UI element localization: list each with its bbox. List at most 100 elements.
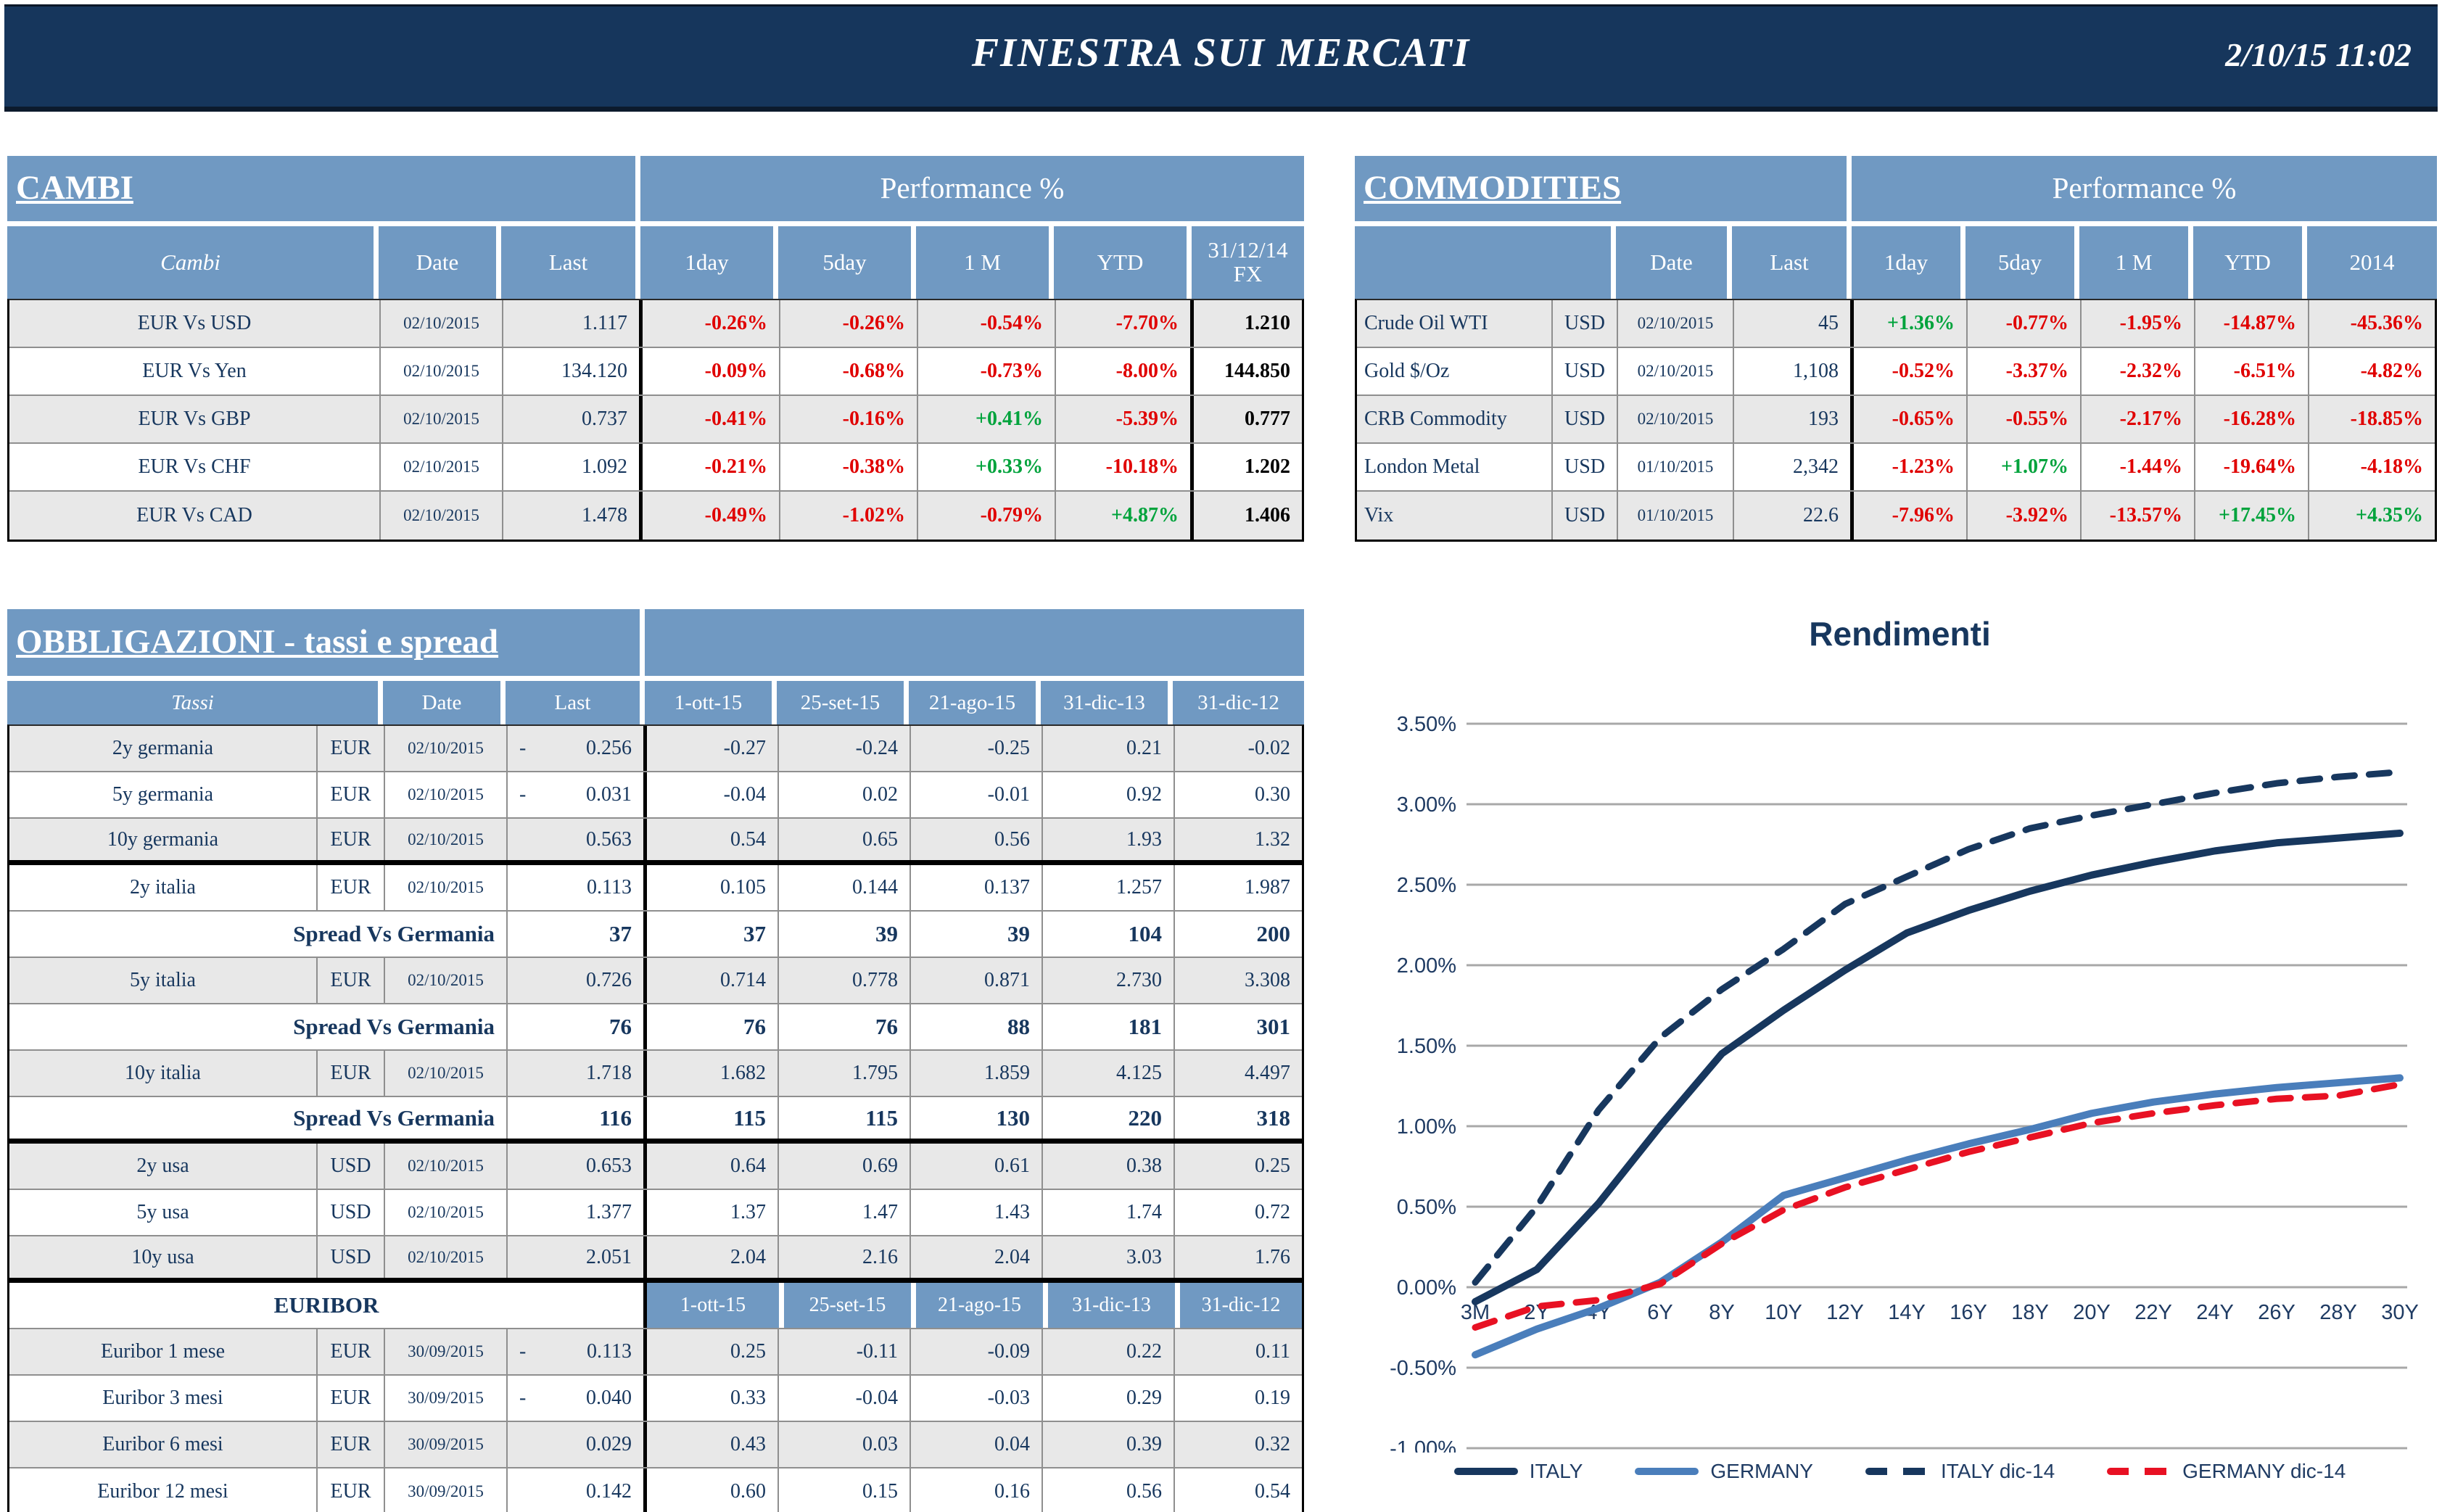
perf-value: -0.26% (643, 300, 780, 347)
row-name: Euribor 1 mese (9, 1329, 318, 1374)
hist-value: 0.04 (911, 1422, 1043, 1467)
col-header-25set15: 25-set-15 (777, 681, 909, 724)
last-value: 0.113 (587, 1340, 632, 1363)
series-italy (1472, 829, 2404, 1305)
row-last: 0.142 (508, 1468, 647, 1512)
legend-label: ITALY dic-14 (1940, 1460, 2055, 1482)
euribor-col-header: 31-dic-12 (1175, 1283, 1302, 1328)
y-axis-tick: 3.00% (1397, 793, 1456, 817)
row-date: 02/10/2015 (381, 492, 503, 540)
hist-value: 0.60 (647, 1468, 779, 1512)
spread-last: 37 (508, 912, 647, 957)
table-row: 2y germania EUR 02/10/2015- 0.256 -0.27 -0.24… (9, 726, 1302, 772)
last-value: 0.040 (586, 1387, 632, 1409)
commodities-performance-header: Performance % (1852, 156, 2437, 221)
row-date: 02/10/2015 (1618, 300, 1734, 347)
table-row: 5y usa USD 02/10/2015 1.377 1.37 1.47 1.43 1.74… (9, 1190, 1302, 1236)
hist-value: 0.778 (779, 958, 911, 1003)
hist-value: 1.47 (779, 1190, 911, 1235)
hist-value: -0.11 (779, 1329, 911, 1374)
hist-value: 0.25 (1255, 1154, 1290, 1177)
minus-sign: - (519, 1340, 527, 1363)
hist-value: -0.27 (647, 726, 779, 771)
legend-swatch (1865, 1468, 1929, 1475)
chart-title: Rendimenti (1809, 615, 1991, 653)
perf-value: -7.70% (1056, 300, 1194, 347)
legend-item-germany-dic-14: GERMANY dic-14 (2107, 1460, 2346, 1483)
table-row: 5y italia EUR 02/10/2015 0.726 0.714 0.778 0.8… (9, 958, 1302, 1004)
row-date: 02/10/2015 (385, 819, 508, 860)
fx-value: 144.850 (1224, 360, 1290, 382)
row-name: 2y usa (9, 1144, 318, 1189)
legend-swatch (2107, 1468, 2171, 1475)
row-name: Euribor 3 mesi (9, 1376, 318, 1421)
perf-value: -0.52% (1854, 348, 1968, 394)
row-currency: EUR (318, 726, 385, 771)
hist-value: 1.76 (1255, 1245, 1290, 1268)
table-row: Crude Oil WTI USD 02/10/2015 45 +1.36% -0.77%… (1357, 300, 2435, 348)
row-currency: EUR (318, 1376, 385, 1421)
row-last: - 0.256 (508, 726, 647, 771)
table-row: EUR Vs Yen 02/10/2015 134.120 -0.09% -0.68% -… (9, 348, 1302, 396)
table-row: 10y italia EUR 02/10/2015 1.718 1.682 1.795 1.… (9, 1051, 1302, 1097)
row-date: 02/10/2015 (385, 726, 508, 771)
hist-value: 0.02 (779, 772, 911, 817)
perf-value: -4.18% (2360, 455, 2423, 478)
row-name: 5y italia (9, 958, 318, 1003)
y-axis-tick: 1.50% (1397, 1035, 1456, 1058)
row-name: EUR Vs CAD (9, 492, 381, 540)
row-date: 02/10/2015 (385, 865, 508, 910)
hist-value: 0.56 (1043, 1468, 1175, 1512)
perf-value: -16.28% (2195, 396, 2309, 442)
perf-value: -0.73% (918, 348, 1056, 394)
row-last: 0.563 (508, 819, 647, 860)
perf-value: -45.36% (2350, 312, 2423, 334)
legend-item-germany: GERMANY (1635, 1460, 1813, 1483)
row-date: 02/10/2015 (381, 300, 503, 347)
table-row: 10y usa USD 02/10/2015 2.051 2.04 2.16 2.04 3.0… (9, 1236, 1302, 1283)
perf-value: -0.79% (918, 492, 1056, 540)
row-last: 1.718 (508, 1051, 647, 1096)
col-header-5day: 5day (778, 226, 916, 299)
x-axis-tick: 22Y (2134, 1301, 2172, 1324)
hist-value: 0.56 (911, 819, 1043, 860)
table-row: Euribor 6 mesi EUR 30/09/2015 0.029 0.43 0.03… (9, 1422, 1302, 1468)
y-axis-tick: 2.50% (1397, 874, 1456, 897)
fx-value: 1.210 (1245, 312, 1290, 334)
bonds-header-row: OBBLIGAZIONI - tassi e spread (7, 609, 1304, 676)
chart-legend: ITALY GERMANY ITALY dic-14 GERMANY dic-14 (1358, 1460, 2442, 1483)
spread-hist-value: 76 (647, 1004, 779, 1049)
hist-value: 3.03 (1043, 1236, 1175, 1278)
perf-value: -0.21% (643, 444, 780, 490)
spread-hist-value: 39 (779, 912, 911, 957)
row-date: 02/10/2015 (385, 1236, 508, 1278)
perf-value: -0.16% (780, 396, 918, 442)
col-header-cambi: Cambi (7, 226, 379, 299)
row-date: 30/09/2015 (385, 1468, 508, 1512)
row-currency: EUR (318, 819, 385, 860)
y-axis-tick: 0.00% (1397, 1276, 1456, 1300)
cambi-table: CAMBI Performance % Cambi Date Last 1day… (7, 156, 1304, 542)
table-row: Spread Vs Germania 116 115 115 130 220 318 (9, 1097, 1302, 1144)
euribor-col-header: 25-set-15 (779, 1283, 911, 1328)
table-row: 5y germania EUR 02/10/2015-0.031 -0.04 0.02-… (9, 772, 1302, 819)
table-row: Spread Vs Germania 76 76 76 88 181 301 (9, 1004, 1302, 1051)
row-name: EUR Vs Yen (9, 348, 381, 394)
perf-value: -6.51% (2195, 348, 2309, 394)
perf-value: +1.36% (1854, 300, 1968, 347)
hist-value: 0.15 (779, 1468, 911, 1512)
col-header-1m: 1 M (2079, 226, 2193, 299)
spread-hist-value: 318 (1256, 1104, 1291, 1131)
legend-item-italy-dic-14: ITALY dic-14 (1865, 1460, 2055, 1483)
table-row: London Metal USD 01/10/2015 2,342 -1.23% +1.0… (1357, 444, 2435, 492)
row-name: 10y italia (9, 1051, 318, 1096)
table-row: EURIBOR 1-ott-15 25-set-15 21-ago-15 31-dic-… (9, 1283, 1302, 1329)
row-name: Crude Oil WTI (1357, 300, 1553, 347)
perf-value: -0.38% (780, 444, 918, 490)
x-axis-tick: 28Y (2319, 1301, 2357, 1324)
col-header-1ott15: 1-ott-15 (645, 681, 777, 724)
cambi-header-row: CAMBI Performance % (7, 156, 1304, 221)
hist-value: 2.730 (1043, 958, 1175, 1003)
row-last: 0.737 (503, 396, 643, 442)
row-last: 193 (1734, 396, 1854, 442)
